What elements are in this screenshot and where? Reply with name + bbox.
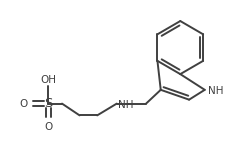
Text: NH: NH bbox=[117, 99, 133, 110]
Text: O: O bbox=[20, 99, 28, 109]
Text: S: S bbox=[44, 97, 52, 110]
Text: NH: NH bbox=[207, 86, 222, 96]
Text: O: O bbox=[44, 122, 52, 132]
Text: OH: OH bbox=[40, 75, 56, 85]
